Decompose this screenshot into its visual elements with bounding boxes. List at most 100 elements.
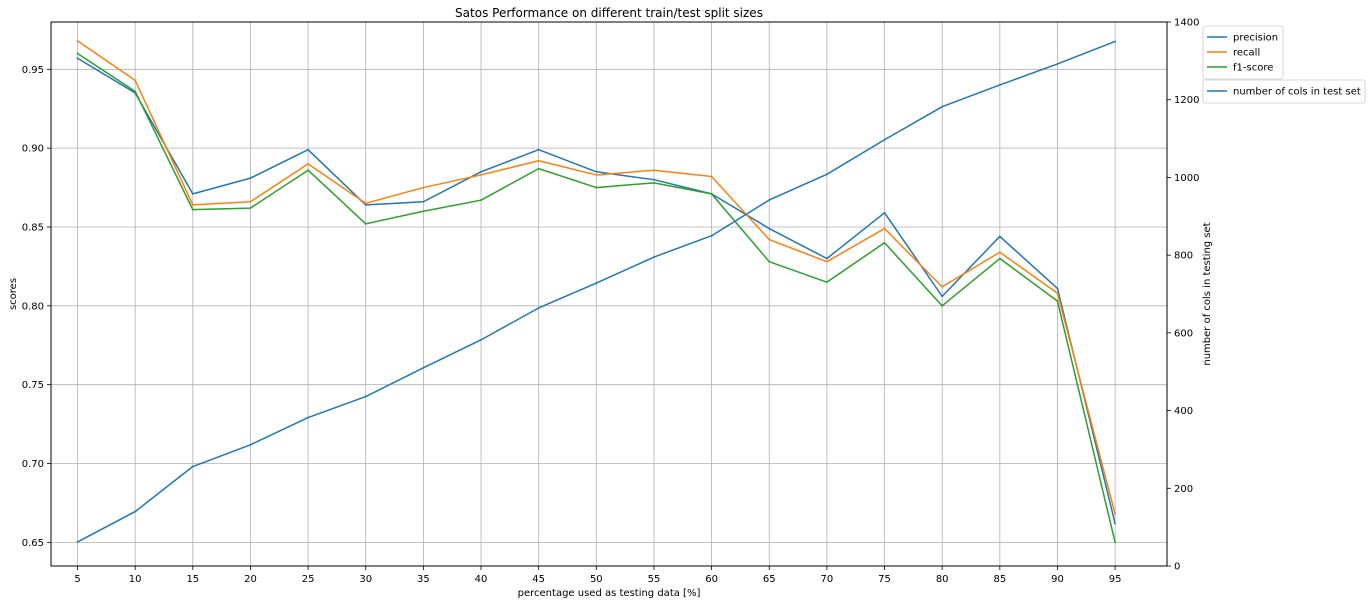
x-tick-label: 5 (74, 574, 80, 585)
x-tick-label: 75 (878, 574, 891, 585)
precision-point (249, 177, 252, 180)
x-tick-label: 50 (590, 574, 603, 585)
precision-point (998, 235, 1001, 238)
y-tick-label: 0.85 (22, 222, 44, 233)
precision-point (595, 170, 598, 173)
f1-score-point (76, 52, 79, 55)
legend2-entry-label: number of cols in test set (1233, 87, 1361, 98)
y-tick-label: 0.65 (22, 538, 44, 549)
x-tick-label: 20 (244, 574, 257, 585)
number-of-cols-in-test-set-point (364, 395, 367, 398)
f1-score-point (595, 186, 598, 189)
number-of-cols-in-test-set-point (710, 234, 713, 237)
legend-entry-label: f1-score (1233, 63, 1273, 74)
number-of-cols-in-test-set-point (422, 366, 425, 369)
number-of-cols-in-test-set-point (537, 307, 540, 309)
x-tick-label: 85 (993, 574, 1006, 585)
x-tick-label: 45 (532, 574, 545, 585)
recall-point (595, 174, 598, 176)
legend-entry-label: precision (1233, 33, 1278, 44)
number-of-cols-in-test-set-point (768, 199, 771, 201)
f1-score-point (768, 260, 771, 263)
recall-point (480, 174, 482, 176)
y-tick-label: 0.80 (22, 301, 44, 312)
recall-point (1056, 292, 1059, 295)
recall-point (364, 202, 367, 205)
recall-point (422, 186, 425, 189)
recall-point (998, 251, 1001, 254)
x-tick-label: 30 (359, 574, 372, 585)
x-tick-label: 65 (763, 574, 776, 585)
f1-score-point (191, 208, 194, 211)
recall-point (768, 238, 771, 241)
f1-score-point (1114, 541, 1117, 544)
x-tick-label: 60 (705, 574, 718, 585)
precision-point (307, 148, 309, 151)
x-tick-label: 40 (475, 574, 488, 585)
y2-tick-label: 1000 (1174, 173, 1199, 184)
legend-entry-label: recall (1233, 48, 1260, 59)
f1-score-point (307, 169, 309, 172)
f1-score-point (364, 222, 367, 225)
y2-tick-label: 1400 (1174, 18, 1199, 29)
f1-score-point (537, 167, 540, 170)
precision-point (422, 200, 425, 203)
chart-title: Satos Performance on different train/tes… (455, 6, 763, 20)
recall-point (191, 204, 194, 206)
series-lines (76, 40, 1117, 544)
x-tick-label: 90 (1051, 574, 1064, 585)
precision-point (537, 148, 540, 151)
precision-point (191, 192, 194, 195)
recall-point (307, 163, 309, 165)
y2-axis-label: number of cols in testing set (1202, 222, 1213, 365)
number-of-cols-in-test-set-point (480, 338, 482, 341)
y-tick-label: 0.95 (22, 65, 44, 76)
number-of-cols-in-test-set-point (191, 465, 194, 468)
f1-score-point (883, 241, 886, 244)
legend: precision recall f1-score number of cols in… (1202, 25, 1366, 104)
number-of-cols-in-test-set-point (134, 510, 137, 513)
y-axis-label: scores (8, 278, 19, 310)
precision-point (1056, 287, 1059, 290)
x-axis-label: percentage used as testing data [%] (518, 588, 701, 599)
x-tick-label: 10 (129, 574, 142, 585)
precision-point (883, 211, 886, 214)
x-tick-label: 25 (302, 574, 315, 585)
precision-point (480, 170, 482, 173)
precision-point (768, 227, 771, 230)
number-of-cols-in-test-set-point (595, 282, 598, 285)
y-tick-label: 0.70 (22, 459, 44, 470)
y2-tick-label: 400 (1174, 406, 1193, 417)
axis-ticks: 5 10 15 20 25 30 35 40 45 50 55 60 65 70 75 80 85 90 95 0.6… (22, 18, 1200, 586)
recall-point (825, 260, 828, 263)
f1-score-point (998, 257, 1001, 260)
legend-entry-box (1202, 25, 1284, 80)
recall-point (1114, 513, 1117, 515)
number-of-cols-in-test-set-point (883, 138, 886, 141)
plot-frame (50, 21, 1168, 567)
number-of-cols-in-test-set-point (1114, 40, 1117, 43)
number-of-cols-in-test-set-point (653, 256, 655, 258)
y2-tick-label: 800 (1174, 251, 1193, 262)
number-of-cols-in-test-set-point (76, 541, 79, 543)
recall-point (883, 227, 886, 230)
number-of-cols-in-test-set-point (249, 443, 252, 446)
f1-score-point (422, 210, 425, 213)
x-tick-label: 35 (417, 574, 430, 585)
f1-score-point (653, 181, 655, 184)
recall-point (249, 200, 252, 203)
f1-score-point (480, 199, 482, 202)
precision-point (364, 204, 367, 206)
y-tick-label: 0.75 (22, 380, 44, 391)
y-tick-label: 0.90 (22, 144, 44, 155)
grid (51, 22, 1167, 566)
precision-point (825, 257, 828, 260)
precision-point (1114, 522, 1117, 525)
legend2-entry-box (1202, 79, 1366, 104)
f1-score-point (710, 192, 713, 195)
number-of-cols-in-test-set-point (307, 416, 309, 419)
x-tick-label: 80 (936, 574, 949, 585)
recall-point (941, 286, 944, 288)
f1-score-point (941, 304, 944, 307)
f1-score-point (134, 90, 137, 93)
